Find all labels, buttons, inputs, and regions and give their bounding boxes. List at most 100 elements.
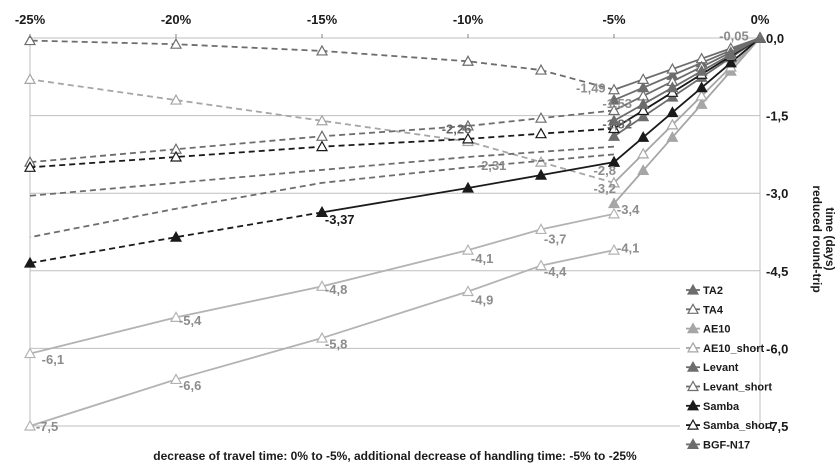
- data-point: [169, 93, 183, 105]
- data-point: [169, 37, 183, 49]
- data-label: -1,53: [602, 96, 632, 111]
- data-label: -4,1: [471, 251, 493, 266]
- y-tick-label: 0,0: [766, 31, 784, 46]
- data-point: [637, 164, 650, 176]
- series-line: [29, 213, 615, 355]
- data-point: [695, 64, 708, 76]
- data-point: [607, 207, 621, 219]
- data-point: [23, 34, 37, 46]
- data-label: -1,49: [576, 80, 606, 95]
- series-line-dashed: [29, 39, 615, 91]
- data-label: -4,9: [471, 292, 493, 307]
- data-point: [461, 119, 475, 131]
- data-point: [666, 131, 679, 142]
- legend-entry: BGF-N17: [703, 439, 750, 451]
- data-point: [23, 73, 37, 84]
- data-point: [695, 81, 708, 93]
- data-point: [23, 419, 37, 431]
- data-point: [686, 360, 700, 372]
- series-line: [613, 37, 761, 91]
- legend-entry: TA4: [703, 304, 724, 316]
- y-axis-title-line-1: reduced round-trip: [810, 185, 824, 292]
- data-point: [695, 89, 708, 101]
- data-point: [637, 73, 650, 84]
- data-point: [637, 147, 650, 159]
- y-tick-label: -7,5: [766, 419, 788, 434]
- data-point: [607, 104, 621, 116]
- data-point: [461, 181, 475, 193]
- data-point: [534, 259, 548, 271]
- data-point: [666, 62, 679, 74]
- data-point: [686, 322, 700, 334]
- series-line: [613, 37, 761, 130]
- data-label: -6,1: [42, 352, 64, 367]
- x-tick-label: -5%: [602, 12, 626, 27]
- series-line-dashed: [29, 109, 615, 164]
- legend-entry: Levant_short: [703, 382, 772, 394]
- data-label: -4,4: [544, 264, 567, 279]
- data-point: [169, 311, 183, 322]
- data-point: [666, 118, 679, 130]
- legend-entry: Levant: [703, 362, 739, 374]
- data-label: -6,6: [179, 378, 201, 393]
- x-tick-label: -20%: [161, 12, 192, 27]
- series-line: [613, 37, 761, 184]
- series-line-dashed: [29, 127, 615, 169]
- axes: 0,0 -1,5 -3,0 -4,5 -6,0 -7,5 -25% -20% -15% -10% -…: [15, 12, 789, 434]
- grid: [29, 37, 761, 427]
- data-point: [607, 197, 621, 209]
- data-point: [686, 399, 700, 411]
- legend: TA2 TA4 AE10 AE10_short Levant Levant_short Sa…: [680, 278, 773, 456]
- data-point: [686, 341, 700, 353]
- plot-area: [29, 37, 761, 427]
- data-point: [637, 104, 650, 116]
- data-point: [534, 111, 548, 123]
- x-tick-label: 0%: [751, 12, 770, 27]
- series-line: [613, 37, 761, 112]
- data-point: [607, 155, 621, 167]
- data-label: -2,26: [442, 122, 472, 137]
- data-point: [724, 48, 737, 60]
- data-point: [637, 97, 650, 109]
- x-tick-label: -25%: [15, 12, 46, 27]
- data-point: [23, 256, 37, 268]
- data-point: [724, 56, 737, 68]
- x-tick-label: -15%: [307, 12, 338, 27]
- y-tick-label: -3,0: [766, 186, 788, 201]
- data-point: [534, 168, 548, 180]
- data-point: [315, 44, 329, 56]
- data-label: -4,1: [617, 241, 639, 256]
- data-point: [461, 285, 475, 297]
- data-label: -3,4: [617, 202, 640, 217]
- data-point: [666, 106, 679, 118]
- data-point: [607, 93, 621, 105]
- data-label: -3,37: [325, 212, 355, 227]
- legend-entry: Samba_short: [703, 420, 773, 432]
- data-point: [686, 380, 700, 392]
- data-point: [534, 63, 548, 75]
- data-point: [23, 347, 37, 359]
- data-label: -0,05: [719, 29, 749, 44]
- data-point: [686, 303, 700, 314]
- data-label: -3,7: [544, 231, 566, 246]
- series-lines: [23, 31, 767, 431]
- data-label: -7,5: [36, 419, 58, 434]
- data-point: [315, 331, 329, 343]
- data-point: [315, 114, 329, 126]
- series-line: [29, 153, 615, 239]
- data-point: [315, 130, 329, 141]
- data-label: -2,31: [477, 158, 507, 173]
- series-line: [321, 161, 615, 214]
- data-point: [695, 97, 708, 109]
- data-point: [169, 230, 183, 242]
- data-labels: -0,05-1,49-1,53-1,82-2,26-2,31 -2,8-3,2-3…: [36, 29, 749, 435]
- data-point: [534, 223, 548, 235]
- data-point: [637, 110, 650, 122]
- data-point: [315, 206, 329, 217]
- legend-entry: TA2: [703, 285, 723, 297]
- data-point: [607, 122, 621, 134]
- data-point: [461, 132, 475, 144]
- data-label: -1,82: [602, 117, 632, 132]
